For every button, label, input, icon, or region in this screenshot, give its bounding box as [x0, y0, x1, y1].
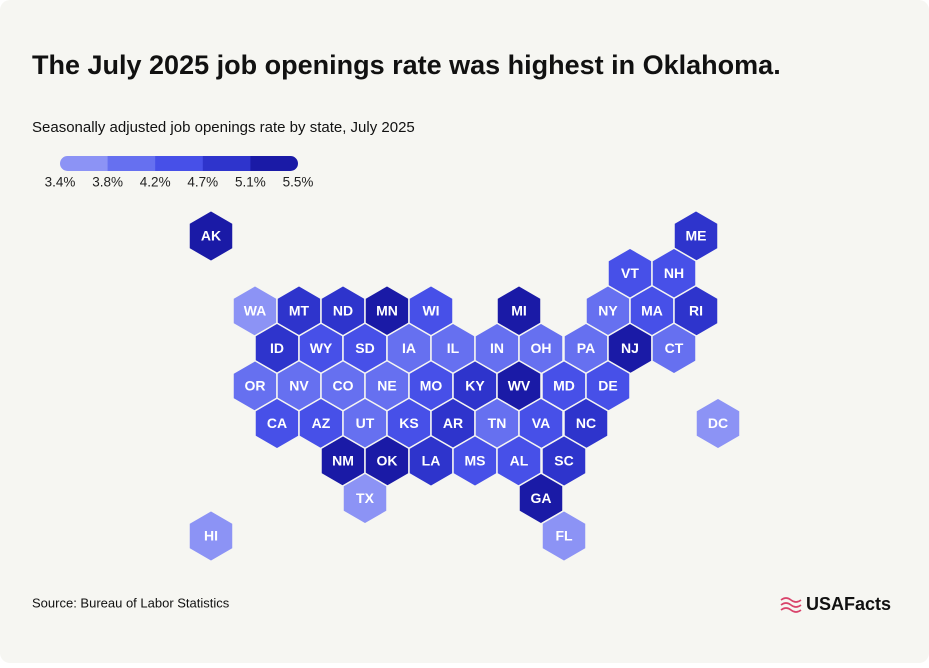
state-label: VT	[621, 265, 639, 281]
state-label: AR	[443, 415, 463, 431]
state-label: NM	[332, 453, 354, 469]
state-hex	[188, 209, 234, 263]
state-label: NJ	[621, 340, 639, 356]
legend-label: 4.2%	[140, 175, 171, 190]
state-label: TX	[356, 490, 375, 506]
state-label: OK	[377, 453, 398, 469]
state-label: CO	[333, 378, 354, 394]
state-label: CT	[665, 340, 684, 356]
state-hex	[651, 322, 697, 375]
state-label: OH	[531, 340, 552, 356]
state-label: PA	[577, 340, 595, 356]
state-label: NV	[289, 378, 309, 394]
state-label: NY	[598, 303, 618, 319]
state-label: GA	[531, 490, 552, 506]
legend-swatch	[60, 156, 109, 171]
legend-label: 3.8%	[92, 175, 123, 190]
state-label: NC	[576, 415, 596, 431]
state-label: AK	[201, 228, 221, 244]
state-label: VA	[532, 415, 550, 431]
state-label: IN	[490, 340, 504, 356]
state-label: KY	[465, 378, 485, 394]
state-label: WI	[422, 303, 439, 319]
legend-swatch	[155, 156, 204, 171]
title: The July 2025 job openings rate was high…	[32, 50, 781, 80]
state-hex	[695, 397, 741, 450]
state-label: KS	[399, 415, 418, 431]
state-label: FL	[555, 528, 573, 544]
state-label: IA	[402, 340, 416, 356]
state-label: TN	[488, 415, 507, 431]
state-label: SC	[554, 453, 573, 469]
legend-label: 5.1%	[235, 175, 266, 190]
state-label: MI	[511, 303, 527, 319]
state-hex	[342, 472, 388, 525]
state-label: NH	[664, 265, 684, 281]
state-label: AL	[510, 453, 529, 469]
legend-swatch	[202, 156, 251, 171]
source: Source: Bureau of Labor Statistics	[32, 595, 230, 610]
state-label: IL	[447, 340, 460, 356]
state-hex	[518, 472, 564, 525]
state-label: HI	[204, 528, 218, 544]
subtitle: Seasonally adjusted job openings rate by…	[32, 119, 415, 136]
state-hex	[188, 509, 234, 563]
state-label: WA	[244, 303, 267, 319]
state-hex	[541, 509, 587, 563]
state-label: RI	[689, 303, 703, 319]
legend-label: 3.4%	[45, 175, 76, 190]
legend-swatch	[107, 156, 156, 171]
state-label: ID	[270, 340, 284, 356]
state-label: LA	[422, 453, 441, 469]
state-label: UT	[356, 415, 375, 431]
state-label: MN	[376, 303, 398, 319]
legend-label: 5.5%	[283, 175, 314, 190]
state-label: CA	[267, 415, 287, 431]
state-label: AZ	[312, 415, 331, 431]
state-label: WV	[508, 378, 531, 394]
state-label: MD	[553, 378, 575, 394]
legend-swatch	[250, 156, 298, 171]
logo-icon	[780, 597, 802, 613]
state-label: ND	[333, 303, 353, 319]
legend-label: 4.7%	[187, 175, 218, 190]
logo: USAFacts	[806, 594, 891, 614]
state-label: WY	[310, 340, 333, 356]
state-label: DC	[708, 415, 728, 431]
state-label: MS	[465, 453, 486, 469]
state-label: ME	[686, 228, 707, 244]
state-label: DE	[598, 378, 617, 394]
state-label: MT	[289, 303, 310, 319]
state-label: OR	[245, 378, 266, 394]
state-label: SD	[355, 340, 374, 356]
state-label: MO	[420, 378, 443, 394]
state-label: NE	[377, 378, 396, 394]
state-hex	[541, 434, 587, 488]
state-label: MA	[641, 303, 663, 319]
